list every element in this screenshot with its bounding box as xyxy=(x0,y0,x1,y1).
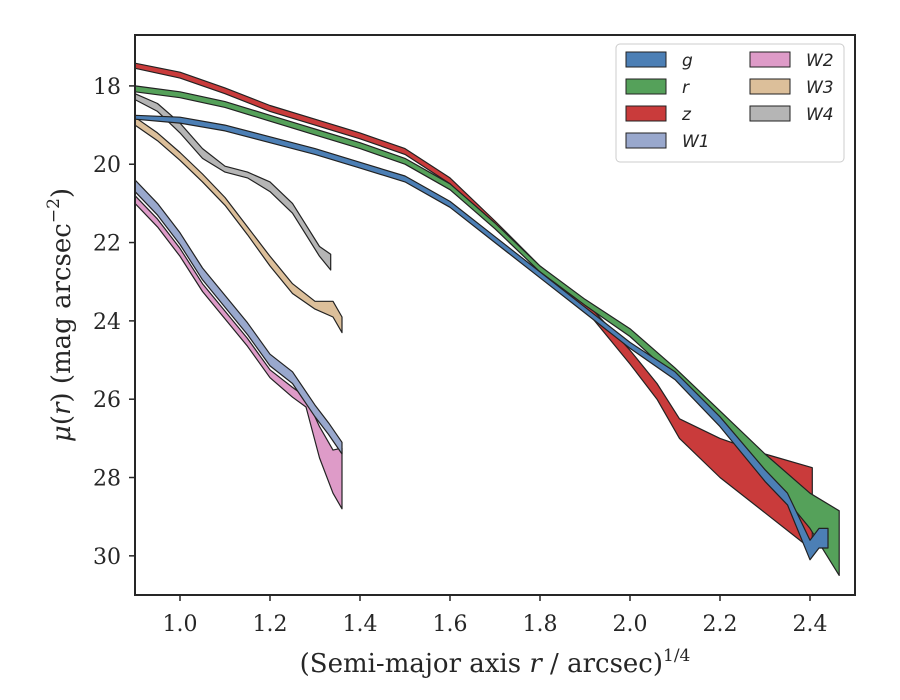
legend: grz W1 W2 W3 W4 xyxy=(615,43,845,163)
y-axis-title: μ(r) (mag arcsec−2) xyxy=(44,188,77,442)
y-tick-label: 30 xyxy=(93,545,121,570)
legend-label-w2: W2 xyxy=(806,51,834,71)
y-tick-label: 28 xyxy=(93,467,121,492)
band-w3 xyxy=(135,116,343,334)
y-tick-label: 18 xyxy=(93,75,121,100)
x-tick-label: 1.4 xyxy=(343,612,378,637)
legend-label-w4: W4 xyxy=(806,105,834,125)
legend-swatch-g xyxy=(625,51,667,68)
legend-swatch-w3 xyxy=(749,78,791,95)
x-tick-label: 2.0 xyxy=(613,612,648,637)
ticks-layer: 1.0 1.2 1.4 1.6 1.8 2.0 2.2 2.4 18 20 22 24 26 28 30 xyxy=(93,75,828,637)
legend-swatch-z xyxy=(625,105,667,122)
legend-label-w1: W1 xyxy=(682,132,710,152)
plot-frame xyxy=(134,34,856,596)
legend-box xyxy=(615,43,845,163)
x-tick-label: 1.6 xyxy=(433,612,468,637)
legend-swatch-w2 xyxy=(749,51,791,68)
legend-swatch-w1 xyxy=(625,132,667,149)
legend-label-r: r xyxy=(682,78,690,98)
y-tick-label: 26 xyxy=(93,388,121,413)
y-tick-label: 20 xyxy=(93,153,121,178)
x-tick-label: 2.4 xyxy=(793,612,828,637)
band-w2 xyxy=(135,195,343,510)
legend-label-w3: W3 xyxy=(806,78,834,98)
legend-swatch-w4 xyxy=(749,105,791,122)
band-r xyxy=(135,85,840,576)
x-tick-label: 1.8 xyxy=(523,612,558,637)
band-w4 xyxy=(135,93,332,271)
x-axis-title: (Semi-major axis r / arcsec)1/4 xyxy=(300,646,691,679)
legend-swatch-r xyxy=(625,78,667,95)
legend-label-g: g xyxy=(682,51,693,71)
bands-layer xyxy=(135,62,840,576)
band-g xyxy=(135,114,829,561)
band-w1 xyxy=(135,179,343,455)
x-tick-label: 1.2 xyxy=(253,612,288,637)
x-tick-label: 2.2 xyxy=(703,612,738,637)
y-tick-label: 24 xyxy=(93,310,121,335)
legend-label-z: z xyxy=(681,105,692,125)
y-tick-label: 22 xyxy=(93,232,121,257)
x-tick-label: 1.0 xyxy=(163,612,198,637)
